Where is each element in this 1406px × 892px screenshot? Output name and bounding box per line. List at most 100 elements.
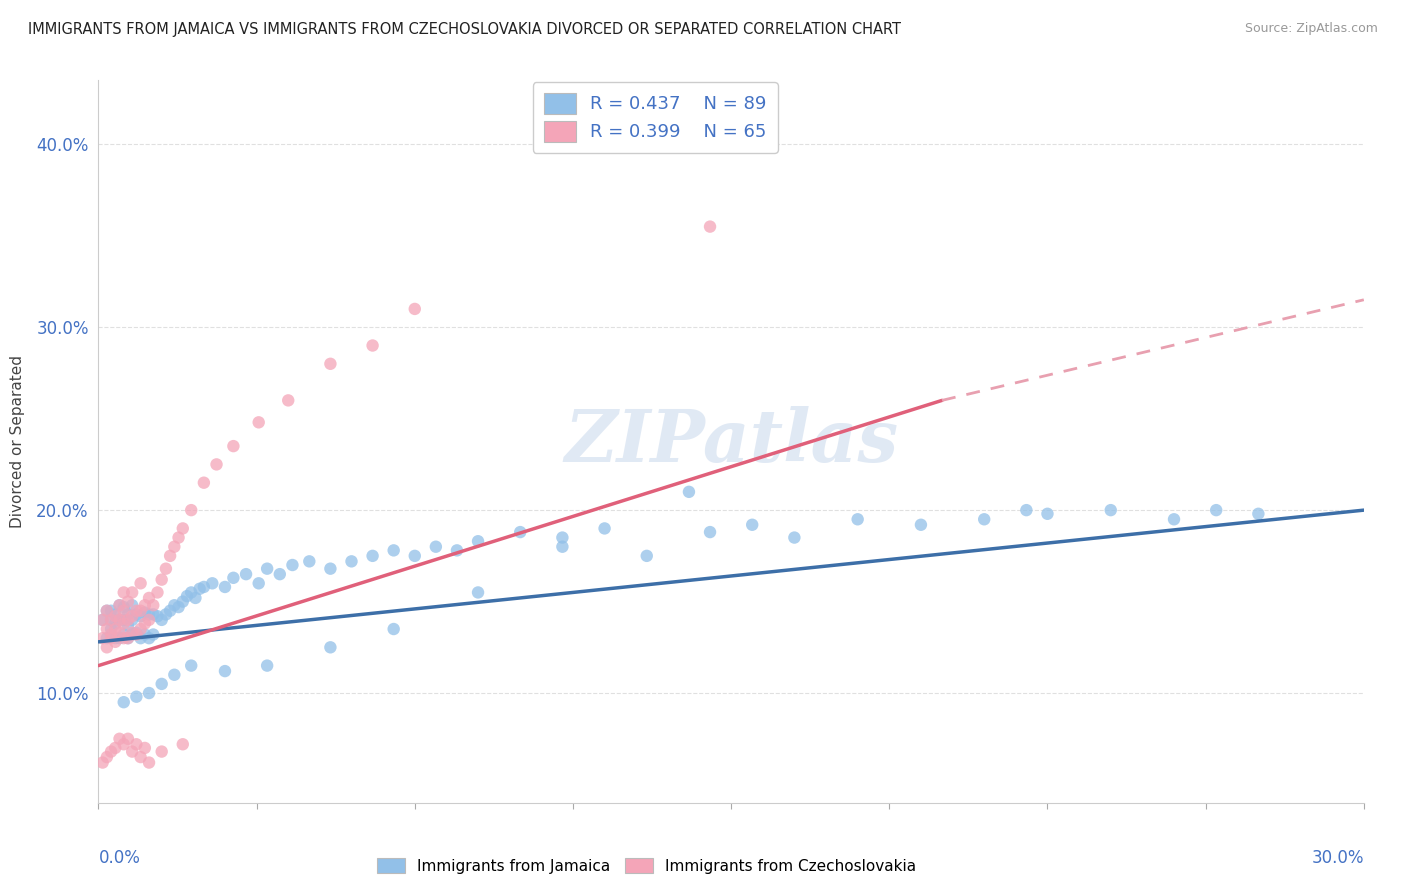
Point (125, 625, 148, 640)
Point (112, 695, 135, 709)
Point (150, 613, 173, 627)
Point (138, 756, 160, 770)
Point (91, 631, 114, 645)
Point (96, 750, 118, 764)
Point (104, 609, 127, 624)
Point (104, 607, 127, 622)
Point (108, 625, 131, 640)
Point (104, 616, 127, 631)
Point (117, 594, 139, 608)
Point (382, 543, 405, 558)
Point (100, 631, 122, 645)
Point (741, 517, 763, 532)
Point (121, 627, 143, 641)
Point (104, 635, 127, 649)
Point (678, 484, 700, 499)
Point (180, 658, 202, 673)
Point (155, 607, 177, 622)
Point (404, 549, 426, 563)
Point (404, 301, 426, 316)
Text: IMMIGRANTS FROM JAMAICA VS IMMIGRANTS FROM CZECHOSLOVAKIA DIVORCED OR SEPARATED : IMMIGRANTS FROM JAMAICA VS IMMIGRANTS FR… (28, 22, 901, 37)
Point (100, 745, 122, 759)
Point (247, 415, 270, 429)
Point (150, 573, 173, 587)
Point (319, 357, 342, 371)
Point (467, 585, 489, 599)
Point (134, 740, 156, 755)
Point (117, 607, 139, 622)
Point (129, 604, 152, 618)
Point (150, 677, 173, 691)
Point (205, 458, 228, 472)
Point (104, 740, 127, 755)
Point (382, 622, 405, 636)
Point (509, 525, 531, 540)
Point (172, 594, 194, 608)
Point (167, 531, 190, 545)
Point (193, 580, 215, 594)
Point (100, 604, 122, 618)
Point (121, 599, 143, 613)
Point (96, 631, 118, 645)
Legend: R = 0.437    N = 89, R = 0.399    N = 65: R = 0.437 N = 89, R = 0.399 N = 65 (533, 82, 778, 153)
Point (121, 625, 143, 640)
Point (138, 607, 160, 622)
Point (1247, 507, 1270, 521)
Point (214, 580, 236, 594)
Point (159, 549, 181, 563)
Point (235, 567, 257, 582)
Point (551, 540, 574, 554)
Point (1036, 507, 1059, 521)
Point (138, 613, 160, 627)
Point (138, 591, 160, 605)
Point (121, 609, 143, 624)
Point (142, 627, 165, 641)
Point (100, 613, 122, 627)
Point (125, 604, 148, 618)
Point (150, 745, 173, 759)
Point (100, 613, 122, 627)
Point (269, 567, 291, 582)
Point (193, 475, 215, 490)
Point (125, 737, 148, 751)
Point (256, 658, 278, 673)
Point (910, 517, 932, 532)
Point (277, 393, 299, 408)
Point (425, 540, 447, 554)
Point (222, 571, 245, 585)
Point (129, 622, 152, 636)
Point (117, 618, 139, 632)
Text: 0.0%: 0.0% (98, 848, 141, 866)
Point (1015, 503, 1038, 517)
Point (699, 525, 721, 540)
Point (783, 531, 806, 545)
Point (134, 627, 156, 641)
Point (361, 338, 384, 352)
Y-axis label: Divorced or Separated: Divorced or Separated (10, 355, 25, 528)
Point (96, 640, 118, 655)
Point (121, 585, 143, 599)
Point (593, 521, 616, 535)
Point (188, 582, 211, 596)
Point (112, 631, 135, 645)
Point (467, 534, 489, 549)
Text: ZIPatlas: ZIPatlas (564, 406, 898, 477)
Point (108, 613, 131, 627)
Point (319, 562, 342, 576)
Point (142, 607, 165, 622)
Point (121, 745, 143, 759)
Point (699, 219, 721, 234)
Point (1205, 503, 1227, 517)
Point (129, 576, 152, 591)
Point (125, 607, 148, 622)
Point (134, 616, 156, 631)
Point (108, 631, 131, 645)
Point (146, 585, 169, 599)
Point (172, 521, 194, 535)
Point (142, 599, 165, 613)
Point (112, 737, 135, 751)
Point (138, 686, 160, 700)
Point (973, 512, 995, 526)
Point (163, 540, 186, 554)
Point (112, 604, 135, 618)
